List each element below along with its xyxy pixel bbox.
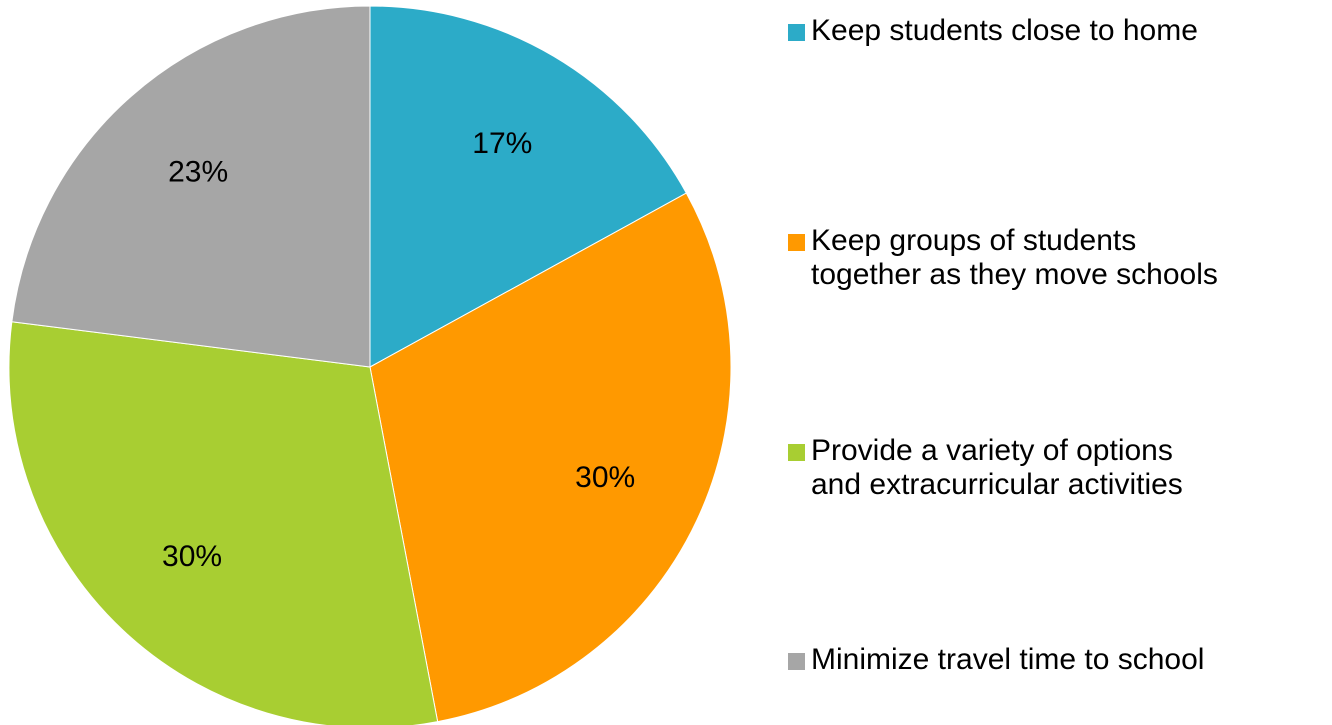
legend-item-keep-groups-together: Keep groups of students together as they… [788,218,1218,292]
legend-label: Keep groups of students together as they… [811,224,1218,291]
legend-label: Minimize travel time to school [811,643,1205,676]
slice-value-label: 30% [575,461,635,494]
slice-variety-of-options [8,321,439,725]
legend-label: Keep students close to home [811,14,1198,47]
slice-value-label: 30% [162,540,222,573]
legend-swatch [788,24,805,41]
legend-item-minimize-travel-time: Minimize travel time to school [788,637,1204,677]
legend-item-keep-close-to-home: Keep students close to home [788,8,1198,48]
chart-legend: Keep students close to home Keep groups … [788,0,1328,725]
slice-keep-close-to-home [369,5,688,368]
slice-value-label: 17% [472,127,532,160]
slice-value-label: 23% [168,156,228,189]
pie-slices [8,5,732,725]
legend-label: Provide a variety of options and extracu… [811,434,1183,501]
legend-item-variety-of-options: Provide a variety of options and extracu… [788,428,1183,502]
legend-swatch [788,234,805,251]
pie-labels: 17% 30% 30% 23% [162,127,635,573]
legend-swatch [788,653,805,670]
legend-swatch [788,444,805,461]
slice-minimize-travel-time [11,5,371,368]
slice-keep-groups-together [369,192,732,723]
